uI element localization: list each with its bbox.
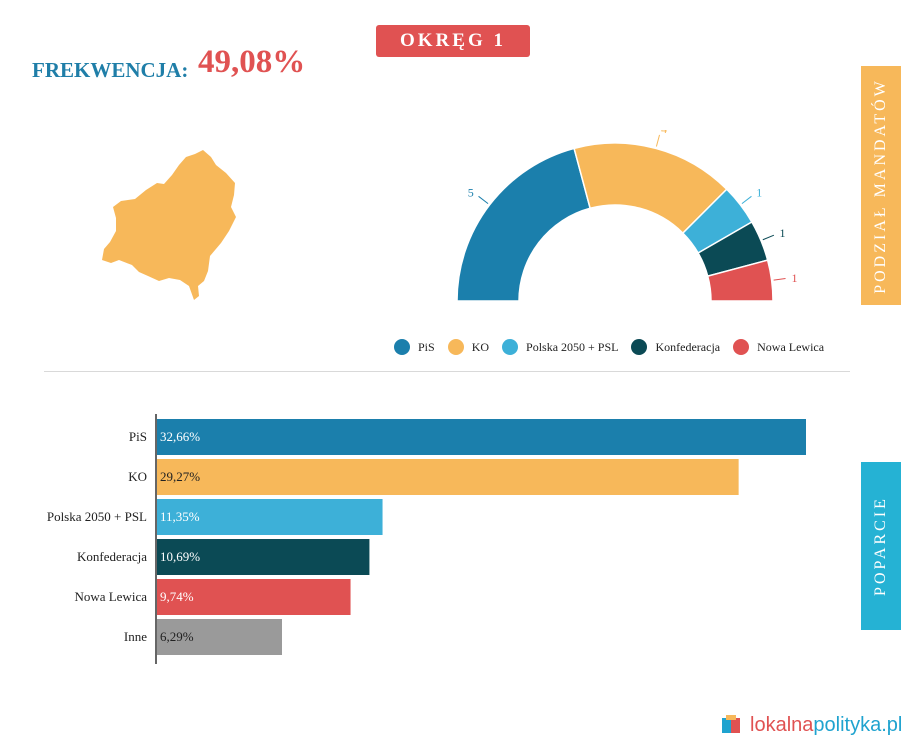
legend-swatch (394, 339, 410, 355)
bar-value-label: 10,69% (160, 549, 200, 564)
bar-value-label: 6,29% (160, 629, 194, 644)
seat-slice-nowa-lewica (706, 259, 774, 302)
seat-count-label-polska-2050-psl: 1 (756, 186, 762, 200)
support-bar-ko (157, 459, 739, 495)
seats-legend: PiS KO Polska 2050 + PSL Konfederacja Nowa L… (394, 338, 837, 356)
seat-count-label-pis: 5 (468, 186, 474, 200)
section-divider (44, 371, 850, 372)
bar-value-label: 11,35% (160, 509, 200, 524)
bar-category-label: KO (128, 469, 147, 484)
seat-slice-pis (456, 147, 592, 302)
legend-item-pis: PiS (394, 339, 435, 355)
support-bar-konfederacja (157, 539, 370, 575)
bar-category-label: Polska 2050 + PSL (47, 509, 147, 524)
legend-swatch (447, 339, 464, 355)
legend-item-nowa-lewica: Nowa Lewica (733, 339, 824, 355)
legend-label: PiS (418, 339, 435, 354)
bar-category-label: Nowa Lewica (74, 589, 147, 604)
bar-value-label: 29,27% (160, 469, 200, 484)
seat-label-leader (478, 195, 489, 204)
support-bar-pis (157, 419, 806, 455)
turnout-value: 49,08% (198, 44, 306, 80)
district-map-shape (102, 150, 236, 300)
bar-value-label: 9,74% (160, 589, 194, 604)
support-bar-inne (157, 619, 282, 655)
seats-side-tab-label: PODZIAŁ MANDATÓW (872, 77, 890, 294)
brand-logo[interactable]: lokalna polityka.pl (720, 712, 902, 738)
legend-label: Konfederacja (655, 339, 721, 354)
bar-value-label: 32,66% (160, 429, 200, 444)
brand-name-part2: polityka.pl (813, 713, 902, 736)
legend-swatch (502, 339, 519, 355)
bar-category-label: PiS (129, 429, 147, 444)
seat-label-leader (741, 195, 752, 204)
brand-name-part1: lokalna (750, 713, 814, 736)
seat-label-leader (655, 134, 660, 147)
seat-count-label-nowa-lewica: 1 (791, 271, 797, 285)
support-side-tab: POPARCIE (861, 462, 901, 630)
legend-item-ko: KO (447, 339, 490, 355)
support-side-tab-label: POPARCIE (872, 496, 890, 596)
legend-label: KO (471, 339, 490, 354)
legend-label: Polska 2050 + PSL (526, 339, 619, 354)
legend-label: Nowa Lewica (757, 339, 825, 354)
seat-count-label-konfederacja: 1 (779, 226, 785, 240)
turnout-label: FREKWENCJA: (32, 58, 189, 82)
bar-category-label: Konfederacja (77, 549, 147, 564)
legend-swatch (631, 339, 648, 355)
seat-count-label-ko: 4 (661, 130, 667, 136)
legend-item-konfederacja: Konfederacja (631, 339, 720, 355)
support-bar-polska-2050-psl (157, 499, 383, 535)
brand-logo-icon (722, 715, 740, 733)
seat-label-leader (762, 234, 775, 241)
district-map (102, 150, 236, 300)
bar-category-label: Inne (124, 629, 147, 644)
seats-side-tab: PODZIAŁ MANDATÓW (861, 66, 901, 305)
district-badge: OKRĘG 1 (376, 25, 530, 57)
legend-swatch (733, 339, 750, 355)
seat-label-leader (773, 278, 786, 281)
seats-semicircle-chart: 5 4 1 1 1 (456, 130, 797, 302)
legend-item-polska-2050-psl: Polska 2050 + PSL (502, 339, 618, 355)
support-bar-nowa-lewica (157, 579, 351, 615)
support-bar-chart: PiS 32,66% KO 29,27% Polska 2050 + PSL 11,35%… (47, 414, 806, 664)
